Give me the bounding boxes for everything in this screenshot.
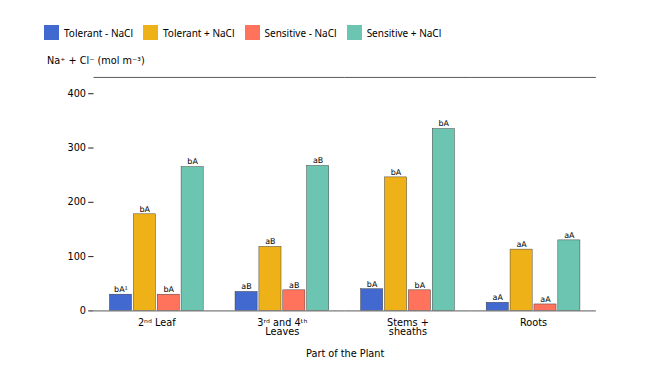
svg-text:aA: aA bbox=[516, 240, 527, 249]
svg-text:bA: bA bbox=[391, 168, 402, 177]
svg-text:Roots: Roots bbox=[520, 317, 547, 328]
svg-text:aA: aA bbox=[540, 295, 551, 304]
svg-text:bA: bA bbox=[439, 119, 450, 128]
svg-text:bA: bA bbox=[187, 157, 198, 166]
svg-text:200: 200 bbox=[67, 196, 86, 207]
svg-text:bA: bA bbox=[367, 280, 378, 289]
svg-text:aA: aA bbox=[564, 231, 575, 240]
svg-text:aB: aB bbox=[313, 156, 323, 165]
svg-text:Part of the Plant: Part of the Plant bbox=[306, 348, 384, 359]
html-text:Tolerant - NaCl: Tolerant - NaCl bbox=[64, 25, 133, 40]
svg-text:300: 300 bbox=[67, 142, 86, 153]
svg-text:Stems +sheaths: Stems +sheaths bbox=[387, 317, 429, 338]
html-text:Sensitive + NaCl: Sensitive + NaCl bbox=[366, 25, 442, 40]
svg-text:100: 100 bbox=[67, 251, 86, 262]
svg-text:400: 400 bbox=[67, 88, 86, 99]
svg-text:bA: bA bbox=[140, 205, 151, 214]
svg-text:aB: aB bbox=[289, 281, 299, 290]
svg-text:0: 0 bbox=[80, 305, 86, 316]
svg-text:3ʳᵈ and 4ᵗʰLeaves: 3ʳᵈ and 4ᵗʰLeaves bbox=[257, 317, 307, 338]
svg-text:bA¹: bA¹ bbox=[114, 285, 128, 294]
svg-text:aA: aA bbox=[493, 293, 504, 302]
html-text:Tolerant + NaCl: Tolerant + NaCl bbox=[163, 25, 235, 40]
svg-text:2ⁿᵈ Leaf: 2ⁿᵈ Leaf bbox=[138, 317, 176, 328]
svg-text:bA: bA bbox=[163, 285, 174, 294]
html-text:Sensitive - NaCl: Sensitive - NaCl bbox=[264, 25, 337, 40]
svg-text:aB: aB bbox=[241, 282, 251, 291]
svg-text:bA: bA bbox=[415, 281, 426, 290]
svg-text:aB: aB bbox=[265, 237, 275, 246]
svg-text:Na⁺ + Cl⁻ (mol m⁻³): Na⁺ + Cl⁻ (mol m⁻³) bbox=[47, 55, 145, 66]
